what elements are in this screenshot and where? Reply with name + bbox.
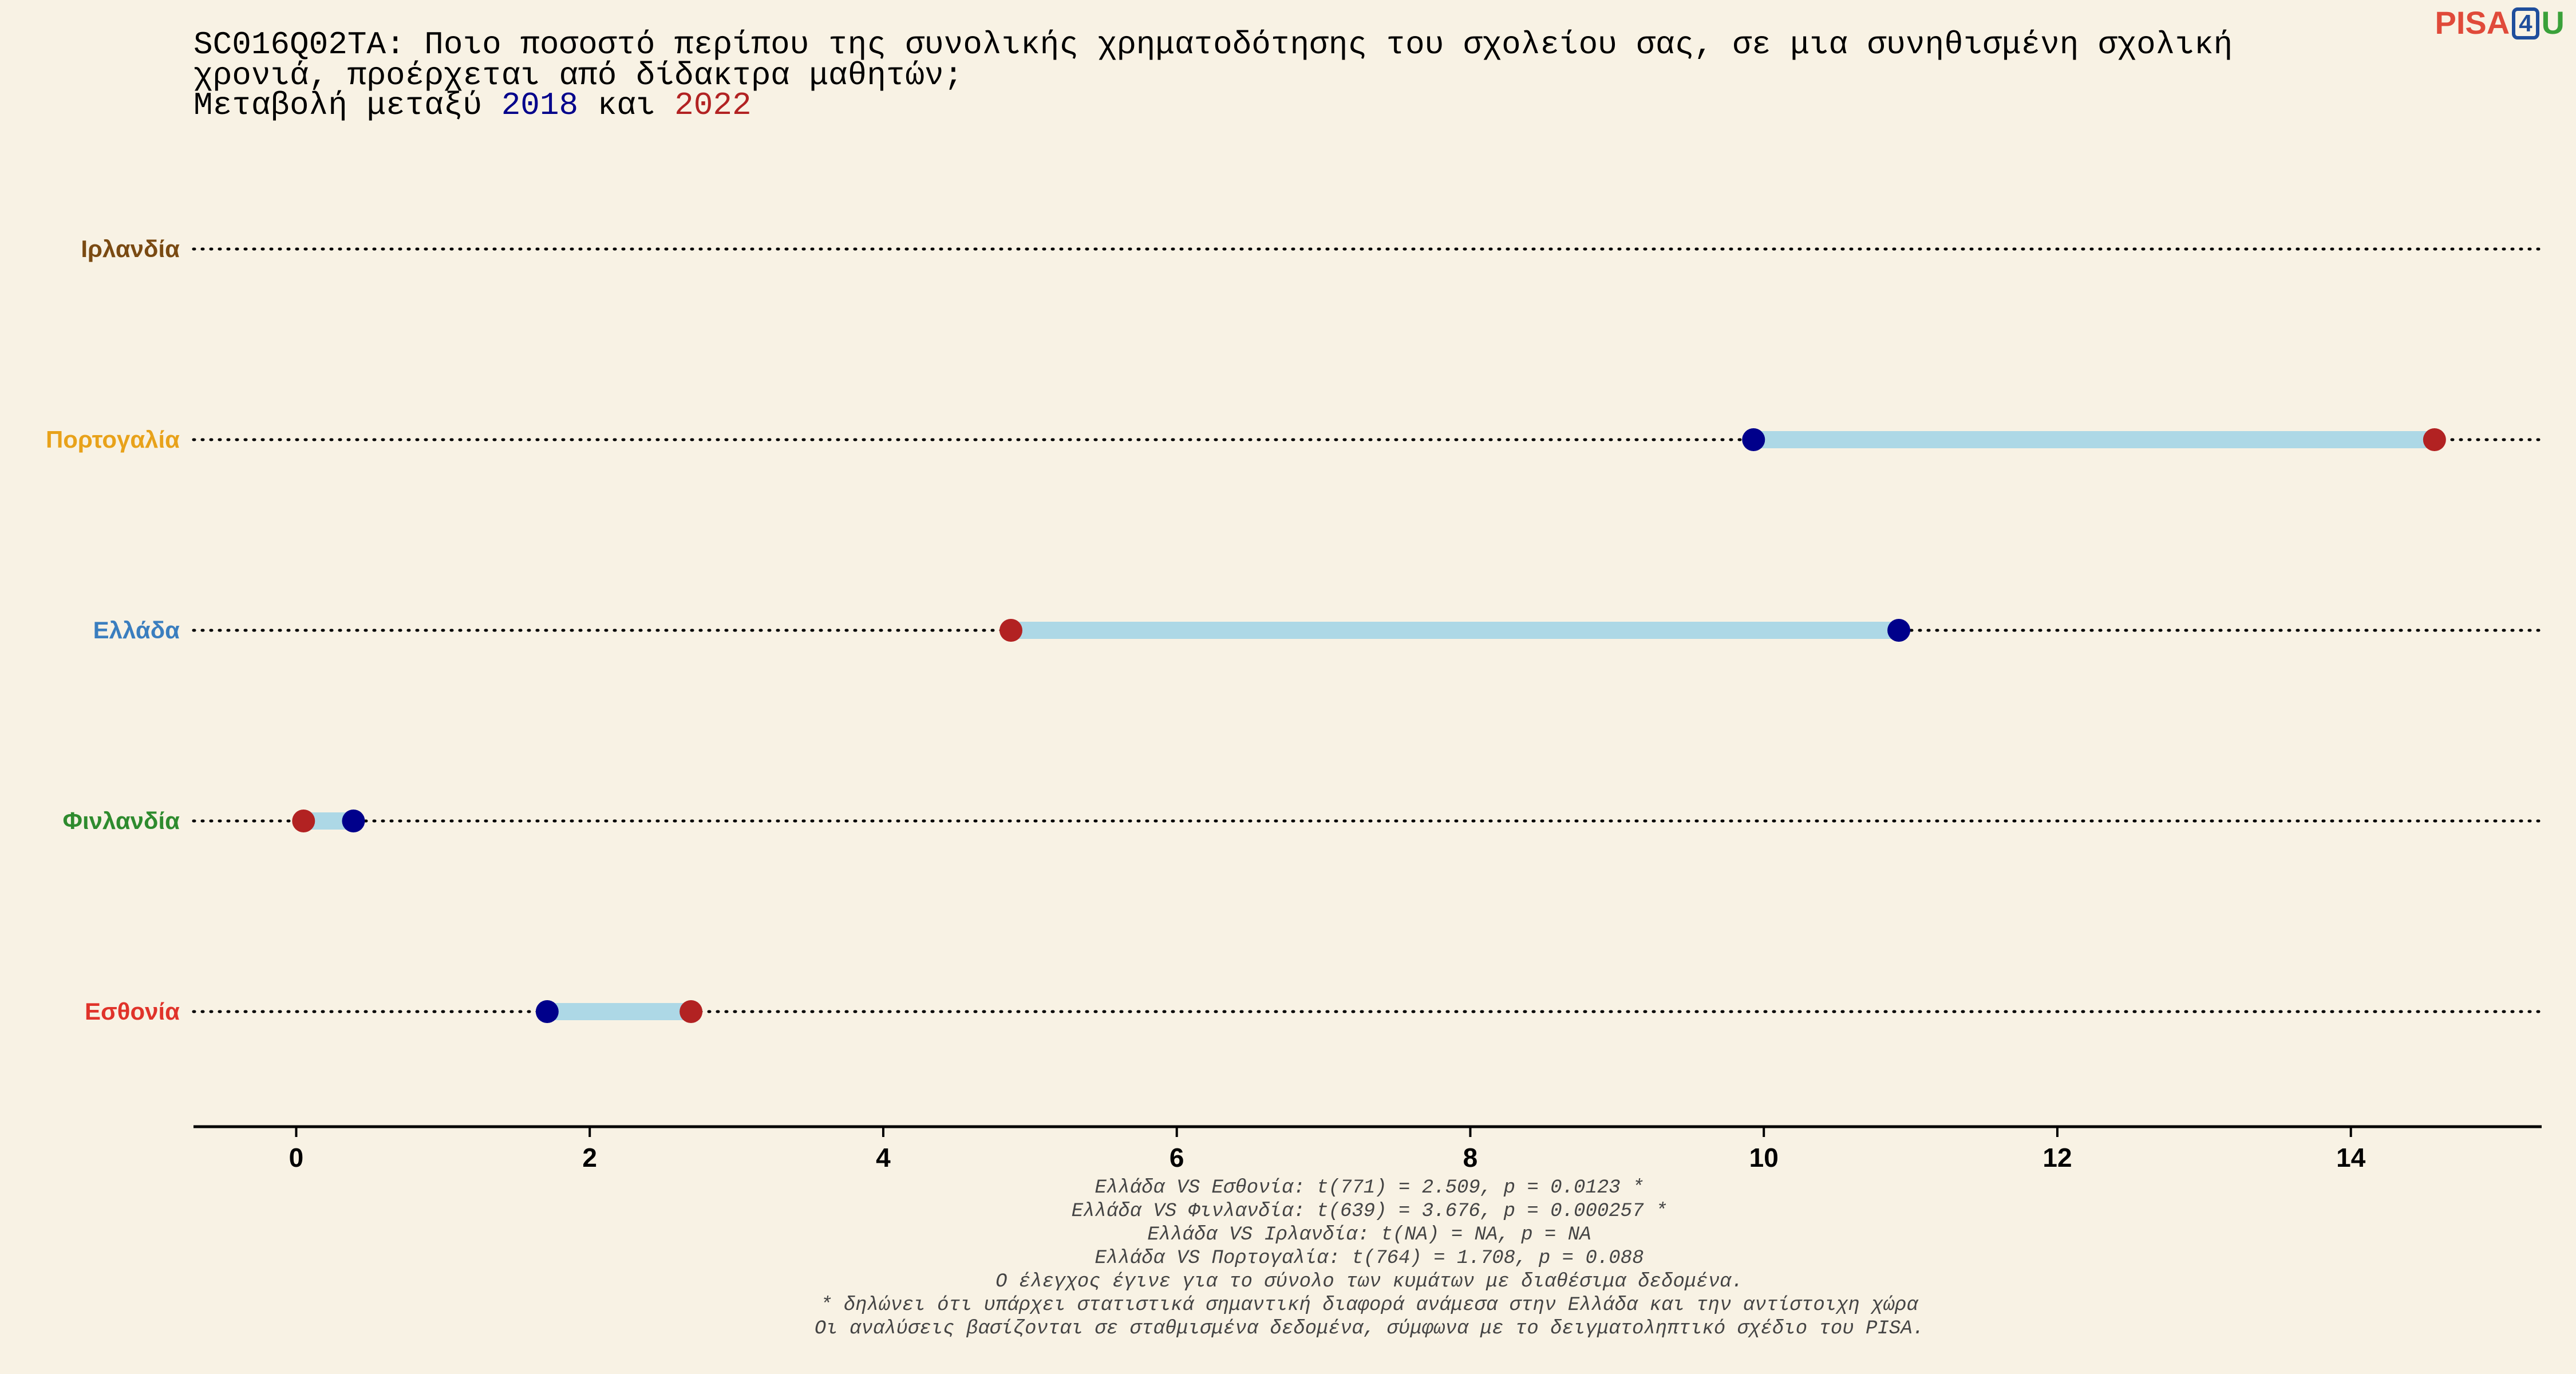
subtitle-year-2018: 2018 (501, 87, 579, 124)
category-label: Φινλανδία (63, 807, 180, 834)
x-tick-label: 14 (2336, 1143, 2366, 1172)
category-label: Ελλάδα (93, 617, 180, 643)
subtitle-year-2022: 2022 (674, 87, 752, 124)
point-2022 (2423, 428, 2446, 451)
point-2022 (679, 1000, 703, 1023)
chart-subtitle: Μεταβολή μεταξύ 2018 και 2022 (193, 89, 752, 121)
footnote-line: Ελλάδα VS Πορτογαλία: t(764) = 1.708, p … (1095, 1247, 1644, 1269)
x-tick-label: 8 (1463, 1143, 1478, 1172)
point-2018 (1742, 428, 1765, 451)
category-label: Εσθονία (85, 998, 180, 1025)
logo-part-pisa: PISA (2435, 5, 2510, 41)
point-2018 (342, 810, 365, 832)
point-2022 (999, 619, 1023, 642)
chart-title-line-2: χρονιά, προέρχεται από δίδακτρα μαθητών; (193, 57, 963, 94)
x-tick-label: 12 (2042, 1143, 2072, 1172)
point-2022 (292, 810, 315, 832)
footnote-line: Ο έλεγχος έγινε για το σύνολο των κυμάτω… (995, 1271, 1743, 1293)
footnote-line: Ελλάδα VS Εσθονία: t(771) = 2.509, p = 0… (1095, 1177, 1644, 1199)
x-tick-label: 10 (1749, 1143, 1779, 1172)
logo-part-u: U (2541, 5, 2565, 41)
x-tick-label: 6 (1170, 1143, 1184, 1172)
category-label: Πορτογαλία (46, 426, 180, 453)
x-tick-label: 2 (582, 1143, 597, 1172)
logo-part-4: 4 (2512, 7, 2539, 40)
subtitle-prefix: Μεταβολή μεταξύ (193, 87, 483, 124)
footnote-line: * δηλώνει ότι υπάρχει στατιστικά σημαντι… (820, 1294, 1918, 1316)
footnote-line: Ελλάδα VS Ιρλανδία: t(NA) = NA, p = NA (1147, 1224, 1591, 1246)
point-2018 (535, 1000, 559, 1023)
pisa4u-logo: PISA 4 U (2435, 7, 2565, 40)
footnote-line: Οι αναλύσεις βασίζονται σε σταθμισμένα δ… (814, 1318, 1925, 1340)
chart-title-line-1: SC016Q02TA: Ποιο ποσοστό περίπου της συν… (193, 26, 2233, 63)
subtitle-and: και (597, 87, 655, 124)
x-tick-label: 4 (876, 1143, 891, 1172)
x-tick-label: 0 (289, 1143, 304, 1172)
footnote-line: Ελλάδα VS Φινλανδία: t(639) = 3.676, p =… (1071, 1201, 1668, 1222)
category-label: Ιρλανδία (81, 235, 180, 262)
point-2018 (1887, 619, 1911, 642)
